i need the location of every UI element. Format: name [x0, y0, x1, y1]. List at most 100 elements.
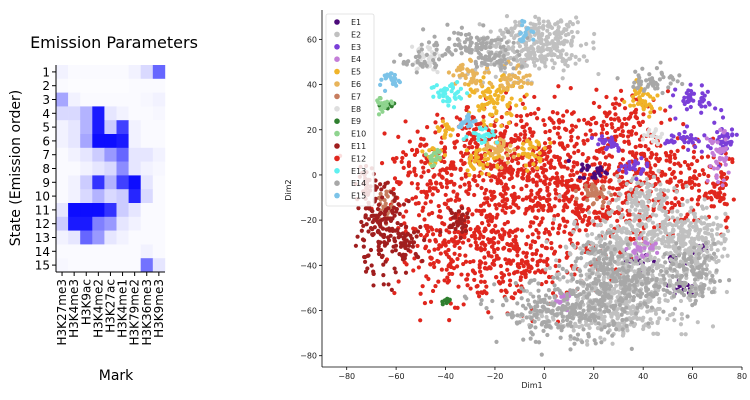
scatter-point: [731, 197, 736, 202]
heatmap-cell: [104, 106, 117, 121]
scatter-point: [679, 316, 685, 321]
scatter-point: [569, 111, 575, 116]
scatter-point: [714, 260, 719, 265]
scatter-point: [538, 269, 543, 275]
scatter-point: [533, 195, 538, 200]
scatter-point: [442, 159, 447, 165]
scatter-point: [568, 334, 573, 339]
scatter-point: [709, 228, 714, 233]
scatter-point: [568, 237, 573, 242]
scatter-point: [712, 120, 717, 125]
scatter-point: [721, 178, 726, 183]
scatter-point: [466, 180, 472, 185]
scatter-point: [555, 131, 560, 136]
scatter-point: [455, 264, 460, 269]
scatter-point: [620, 148, 625, 153]
scatter-point: [669, 149, 674, 155]
scatter-point: [455, 256, 460, 262]
scatter-point: [510, 48, 516, 53]
scatter-point: [503, 296, 508, 301]
scatter-point: [642, 194, 648, 199]
scatter-point: [433, 283, 438, 289]
scatter-point: [612, 321, 617, 326]
scatter-point: [382, 240, 387, 245]
scatter-point: [534, 183, 539, 188]
scatter-point: [399, 253, 405, 258]
scatter-point: [509, 140, 514, 145]
heatmap-x-tick-label: H3K4me2: [91, 279, 105, 338]
scatter-point: [552, 204, 557, 209]
scatter-point: [539, 165, 544, 170]
scatter-point: [392, 159, 397, 164]
heatmap-cell: [152, 230, 166, 245]
heatmap-y-tick-label: 4: [42, 107, 50, 121]
scatter-point: [551, 52, 556, 57]
scatter-point: [551, 65, 556, 70]
scatter-point: [474, 154, 479, 160]
scatter-point: [382, 243, 388, 248]
scatter-point: [519, 118, 524, 124]
scatter-point: [601, 150, 606, 155]
scatter-point: [664, 195, 669, 200]
heatmap-cell: [116, 134, 129, 149]
scatter-point: [620, 317, 625, 323]
scatter-point: [434, 83, 439, 88]
scatter-point: [494, 215, 499, 220]
scatter-point: [723, 211, 728, 216]
scatter-point: [447, 36, 452, 41]
scatter-point: [599, 134, 605, 139]
scatter-point: [422, 237, 427, 243]
scatter-point: [432, 247, 437, 252]
scatter-point: [553, 180, 558, 186]
scatter-point: [545, 185, 550, 190]
scatter-point: [487, 203, 492, 208]
scatter-point: [482, 265, 488, 271]
scatter-point: [511, 154, 516, 159]
scatter-point: [688, 175, 693, 181]
heatmap-cell: [56, 147, 69, 162]
scatter-point: [613, 128, 618, 134]
scatter-point: [641, 107, 646, 112]
scatter-point: [615, 218, 620, 223]
scatter-point: [643, 144, 648, 149]
scatter-point: [571, 267, 577, 272]
scatter-point: [604, 122, 609, 128]
scatter-point: [473, 81, 479, 86]
scatter-point: [482, 122, 487, 128]
scatter-point: [617, 227, 623, 232]
scatter-point: [537, 33, 542, 38]
heatmap-x-tick-label: H3K36me3: [140, 279, 154, 346]
scatter-point: [588, 122, 593, 127]
scatter-point: [646, 147, 651, 152]
scatter-point: [480, 127, 485, 132]
heatmap-cell: [80, 120, 93, 135]
scatter-point: [665, 316, 670, 322]
scatter-point: [614, 229, 619, 234]
scatter-point: [574, 225, 579, 230]
scatter-point: [557, 194, 562, 199]
scatter-point: [530, 46, 536, 51]
scatter-point: [634, 151, 639, 156]
scatter-point: [434, 47, 439, 52]
scatter-point: [512, 151, 517, 156]
scatter-point: [644, 212, 649, 218]
scatter-point: [422, 143, 427, 148]
scatter-point: [584, 41, 589, 47]
scatter-point: [572, 272, 577, 277]
scatter-point: [481, 133, 486, 138]
scatter-point: [547, 192, 552, 197]
scatter-point: [400, 231, 406, 236]
scatter-point: [483, 126, 488, 131]
scatter-point: [645, 161, 650, 166]
scatter-point: [393, 270, 398, 275]
scatter-point: [488, 266, 493, 271]
scatter-point: [628, 258, 633, 263]
scatter-point: [698, 219, 703, 224]
scatter-point: [478, 203, 484, 208]
scatter-point: [433, 186, 438, 191]
scatter-point: [575, 161, 580, 166]
scatter-point: [553, 191, 559, 196]
scatter-point: [401, 202, 407, 207]
scatter-point: [627, 208, 632, 213]
